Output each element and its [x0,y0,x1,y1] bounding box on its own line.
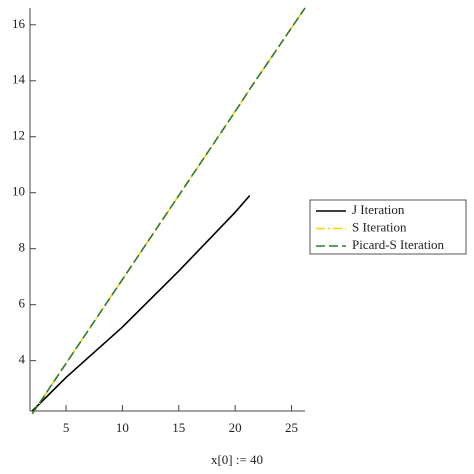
x-axis-label: x[0] := 40 [211,452,263,467]
x-tick-label: 20 [229,420,242,435]
x-tick-label: 10 [116,420,129,435]
legend-label: S Iteration [352,219,407,234]
x-tick-label: 15 [172,420,185,435]
x-tick-label: 25 [285,420,298,435]
y-tick-label: 14 [12,72,26,87]
legend-label: Picard-S Iteration [352,237,445,252]
y-tick-label: 10 [12,184,25,199]
series-line [31,7,306,415]
y-tick-label: 4 [19,352,26,367]
series-line [31,194,251,412]
legend-label: J Iteration [352,202,405,217]
legend-box [309,199,467,255]
x-tick-label: 5 [63,420,70,435]
y-tick-label: 8 [19,240,26,255]
y-tick-label: 6 [19,296,26,311]
y-tick-label: 12 [12,128,25,143]
y-tick-label: 16 [12,16,26,31]
